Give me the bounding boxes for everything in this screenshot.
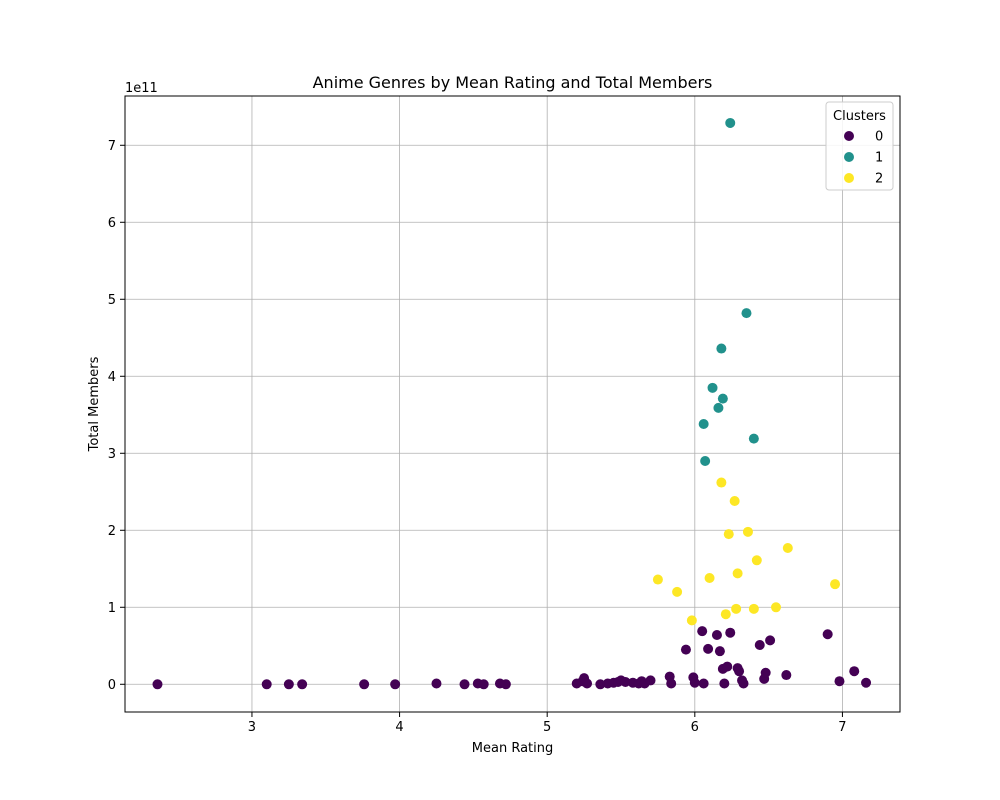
scatter-point-cluster-0 (849, 666, 860, 677)
scatter-point-cluster-0 (722, 661, 733, 672)
y-axis-label: Total Members (87, 356, 102, 452)
grid (125, 96, 900, 712)
scatter-point-cluster-0 (698, 678, 709, 689)
scatter-point-cluster-0 (760, 667, 771, 678)
scatter-point-cluster-2 (830, 579, 841, 590)
x-axis-label: Mean Rating (472, 741, 553, 756)
y-tick-label: 0 (108, 678, 116, 693)
legend-entries: 0 1 2 (844, 130, 883, 187)
scatter-point-cluster-2 (731, 603, 742, 614)
scatter-point-cluster-0 (765, 635, 776, 646)
x-tick-label: 4 (395, 720, 403, 735)
scatter-point-cluster-0 (359, 679, 370, 690)
scatter-point-cluster-0 (500, 679, 511, 690)
x-tick-label: 3 (248, 720, 256, 735)
scatter-point-cluster-2 (704, 573, 715, 584)
y-tick-label: 6 (108, 216, 116, 231)
scatter-point-cluster-0 (754, 640, 765, 651)
scatter-point-cluster-0 (620, 676, 631, 687)
scatter-point-cluster-0 (714, 646, 725, 657)
y-axis-offset-text: 1e11 (125, 81, 158, 96)
y-tick-label: 7 (108, 139, 116, 154)
scatter-point-cluster-0 (297, 679, 308, 690)
scatter-point-cluster-2 (771, 602, 781, 613)
scatter-point-cluster-0 (822, 629, 833, 640)
scatter-point-cluster-2 (720, 609, 731, 620)
x-tick-label: 6 (691, 720, 699, 735)
legend-label-1: 1 (875, 151, 883, 166)
scatter-point-cluster-1 (716, 343, 727, 354)
scatter-point-cluster-2 (652, 574, 663, 585)
scatter-point-cluster-0 (645, 675, 656, 686)
legend: Clusters 0 1 2 (825, 101, 894, 191)
scatter-point-cluster-2 (732, 568, 743, 579)
scatter-point-cluster-2 (751, 555, 762, 566)
scatter-point-cluster-2 (723, 529, 734, 540)
legend-title: Clusters (833, 109, 886, 124)
scatter-point-cluster-0 (697, 626, 708, 637)
scatter-point-cluster-1 (700, 455, 711, 466)
legend-marker-1 (844, 152, 854, 162)
scatter-point-cluster-0 (781, 670, 792, 681)
legend-label-2: 2 (875, 172, 883, 187)
scatter-point-cluster-0 (390, 679, 401, 690)
scatter-point-cluster-0 (666, 678, 677, 689)
scatter-point-cluster-0 (861, 677, 872, 688)
scatter-point-cluster-0 (711, 630, 722, 640)
scatter-point-cluster-0 (261, 679, 272, 690)
scatter-point-cluster-0 (725, 627, 736, 638)
legend-marker-0 (844, 131, 854, 141)
scatter-point-cluster-2 (748, 603, 759, 614)
scatter-point-cluster-0 (152, 679, 163, 690)
y-tick-label: 2 (108, 524, 116, 539)
plot-frame (124, 95, 901, 713)
scatter-point-cluster-2 (742, 526, 753, 537)
scatter-point-cluster-1 (698, 419, 709, 430)
scatter-point-cluster-0 (431, 678, 442, 689)
y-tick-label: 1 (108, 601, 116, 616)
scatter-point-cluster-0 (834, 676, 845, 687)
y-tick-label: 4 (108, 370, 116, 385)
scatter-point-cluster-0 (680, 644, 691, 655)
scatter-point-cluster-1 (741, 308, 752, 319)
scatter-point-cluster-2 (729, 496, 740, 507)
scatter-point-cluster-2 (686, 615, 697, 626)
chart-title: Anime Genres by Mean Rating and Total Me… (313, 73, 713, 92)
scatter-point-cluster-0 (459, 679, 470, 690)
scatter-point-cluster-1 (725, 117, 736, 128)
legend-label-0: 0 (875, 130, 883, 145)
y-tick-label: 3 (108, 447, 116, 462)
scatter-point-cluster-0 (283, 679, 294, 690)
x-tick-label: 5 (543, 720, 551, 735)
scatter-point-cluster-2 (782, 542, 793, 553)
scatter-point-cluster-0 (582, 678, 593, 689)
scatter-point-cluster-0 (719, 678, 730, 689)
scatter-point-cluster-0 (703, 643, 714, 654)
scatter-point-cluster-0 (689, 677, 700, 688)
scatter-point-cluster-0 (738, 678, 749, 689)
scatter-point-cluster-1 (713, 402, 724, 413)
legend-box (825, 101, 894, 191)
legend-marker-2 (844, 173, 854, 183)
y-tick-label: 5 (108, 293, 116, 308)
scatter-point-cluster-2 (672, 586, 683, 597)
x-axis-ticks: 3 4 5 6 7 (248, 712, 847, 735)
scatter-point-cluster-0 (595, 679, 606, 690)
scatter-point-cluster-1 (707, 382, 718, 393)
scatter-point-cluster-1 (748, 433, 759, 444)
x-tick-label: 7 (838, 720, 846, 735)
y-axis-ticks: 0 1 2 3 4 5 6 7 (108, 139, 125, 693)
data-points (152, 117, 872, 690)
scatter-point-cluster-0 (734, 666, 745, 677)
scatter-point-cluster-2 (716, 477, 727, 488)
scatter-point-cluster-0 (478, 679, 489, 690)
scatter-point-cluster-1 (717, 393, 728, 404)
